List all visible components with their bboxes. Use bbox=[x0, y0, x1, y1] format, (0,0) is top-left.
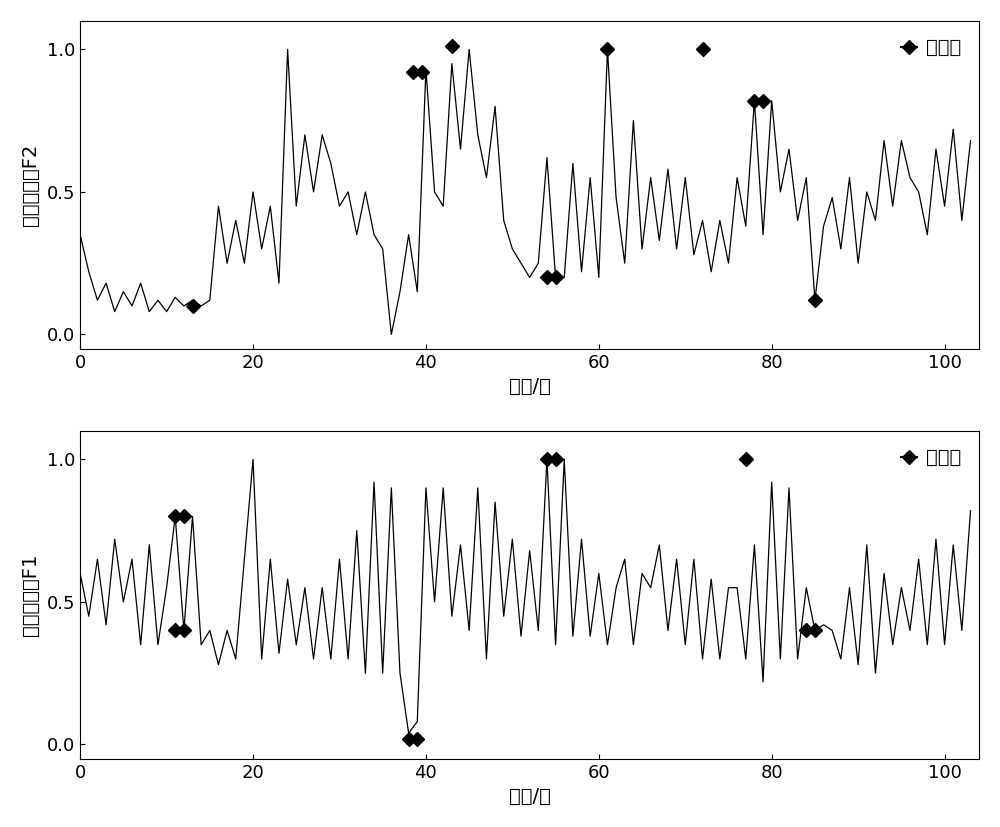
Legend: 等值点: 等值点 bbox=[893, 441, 969, 476]
Y-axis label: 归一化载荷F1: 归一化载荷F1 bbox=[21, 553, 40, 636]
X-axis label: 时间/秒: 时间/秒 bbox=[509, 787, 551, 806]
Legend: 等值点: 等值点 bbox=[893, 31, 969, 65]
Y-axis label: 归一化载荷F2: 归一化载荷F2 bbox=[21, 144, 40, 226]
X-axis label: 时间/秒: 时间/秒 bbox=[509, 377, 551, 396]
